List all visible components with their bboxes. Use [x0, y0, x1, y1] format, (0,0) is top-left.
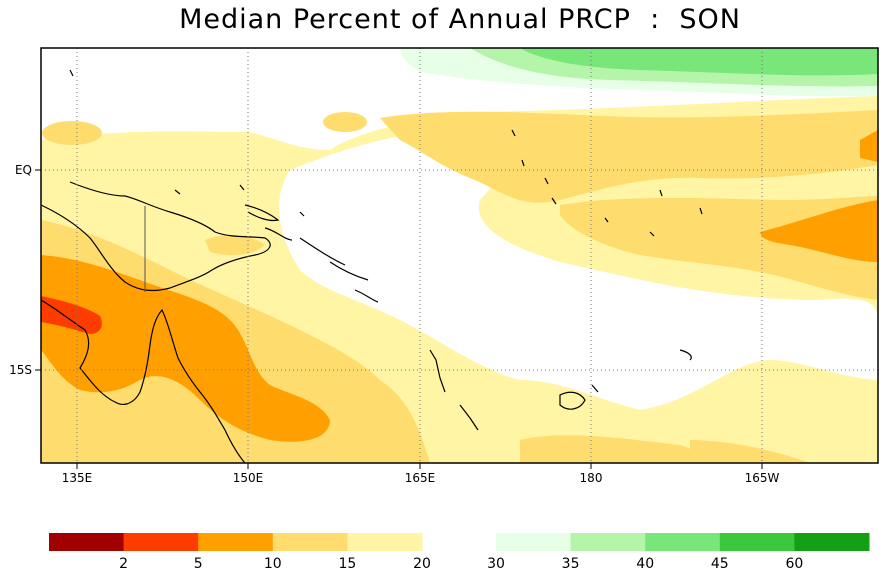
plot-frame [40, 47, 879, 464]
shade-5-10 [41, 130, 878, 442]
shaded-field [41, 48, 878, 463]
colorbar-swatch [347, 533, 423, 551]
colorbar-swatch [570, 533, 646, 551]
colorbar-swatch [645, 533, 721, 551]
colorbar-label: 15 [338, 556, 356, 572]
colorbar-label: 10 [264, 556, 282, 572]
coastlines [41, 69, 703, 463]
colorbar-swatch [49, 533, 125, 551]
colorbar-swatch [123, 533, 199, 551]
lon-label: 135E [62, 471, 93, 485]
lat-label: EQ [15, 163, 32, 177]
colorbar-label: 20 [413, 556, 431, 572]
colorbar-label: 2 [119, 556, 128, 572]
lat-label: 15S [9, 363, 32, 377]
lon-label: 150E [233, 471, 264, 485]
colorbar-label: 40 [636, 556, 654, 572]
colorbar-label: 5 [194, 556, 203, 572]
colorbar: 2 5 10 15 20 30 35 40 45 60 [49, 533, 870, 572]
australia-coast [41, 299, 246, 463]
colorbar-label: 30 [487, 556, 505, 572]
new-guinea-coast [41, 181, 271, 292]
map-title: Median Percent of Annual PRCP : SON [179, 4, 741, 35]
shade-2-5 [41, 296, 102, 334]
colorbar-swatch [496, 533, 572, 551]
colorbar-label: 35 [562, 556, 580, 572]
lon-label: 180 [580, 471, 603, 485]
axis-ticks [35, 169, 763, 469]
colorbar-swatch [719, 533, 795, 551]
colorbar-label: 60 [785, 556, 803, 572]
lat-axis-labels: EQ 15S [9, 163, 32, 377]
colorbar-swatch [272, 533, 348, 551]
colorbar-swatch [794, 533, 870, 551]
lon-label: 165E [405, 471, 436, 485]
shade-green [400, 48, 878, 97]
lon-axis-labels: 135E 150E 165E 180 165W [62, 471, 780, 485]
colorbar-swatch [198, 533, 274, 551]
colorbar-label: 45 [711, 556, 729, 572]
lon-label: 165W [745, 471, 780, 485]
